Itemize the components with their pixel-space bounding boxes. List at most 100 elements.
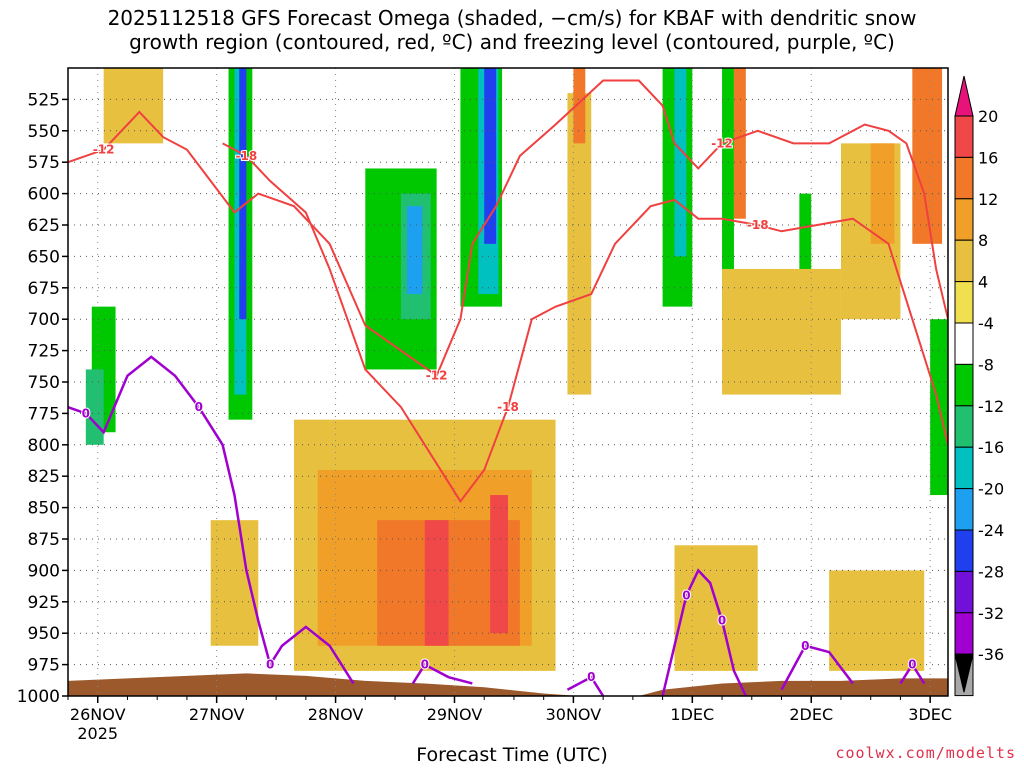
dgz-isotherm (222, 142, 948, 504)
omega-cell (186, 306, 229, 445)
omega-cell (490, 495, 508, 634)
contour-label: 0 (908, 658, 916, 672)
colorbar-label: 20 (978, 107, 998, 126)
colorbar-segment (954, 570, 974, 614)
omega-cell (406, 206, 423, 295)
x-tick-label: 1DEC (670, 705, 714, 724)
colorbar-arrow-bottom (954, 653, 974, 693)
freezing-level-line (411, 662, 473, 685)
y-tick-label: 750 (28, 373, 60, 393)
freezing-level-line (566, 675, 605, 696)
y-tick-label: 550 (28, 122, 60, 142)
y-tick-label: 900 (28, 561, 60, 581)
y-tick-label: 575 (28, 153, 60, 173)
colorbar-segment (954, 405, 974, 448)
omega-cell (829, 570, 925, 671)
contour-label: 0 (82, 406, 90, 420)
x-tick-label: 30NOV (546, 705, 602, 724)
colorbar-segment (954, 322, 974, 365)
omega-cell (484, 68, 497, 244)
x-axis-label: Forecast Time (UTC) (416, 744, 608, 766)
colorbar-segment (954, 115, 974, 158)
contour-label: -12 (93, 143, 115, 157)
title-line-2: growth region (contoured, red, ºC) and f… (129, 30, 895, 54)
omega-cell (175, 68, 223, 106)
colorbar-segment (954, 363, 974, 407)
omega-cell (210, 520, 259, 646)
contour-label: 0 (587, 670, 595, 684)
y-axis: 525 550 575 600 625 650 675 700 725 750 775 800 825 8… (17, 90, 68, 707)
x-tick-label: 28NOV (308, 705, 364, 724)
omega-cell (537, 68, 550, 156)
colorbar-label: -28 (978, 562, 1004, 581)
colorbar-segment (954, 156, 974, 200)
contour-label: 0 (195, 400, 203, 414)
omega-cell (567, 93, 592, 395)
x-tick-label: 2DEC (789, 705, 833, 724)
omega-cell (573, 68, 586, 144)
chart-title: 2025112518 GFS Forecast Omega (shaded, −… (0, 6, 1024, 54)
omega-cell (424, 520, 449, 646)
omega-cell (674, 545, 758, 671)
freezing-level-line (68, 355, 355, 685)
contour-label: -18 (497, 400, 519, 414)
y-tick-label: 825 (28, 467, 60, 487)
contour-label: 0 (421, 658, 429, 672)
colorbar-label: -32 (978, 604, 1004, 623)
colorbar-label: -24 (978, 521, 1004, 540)
y-tick-label: 925 (28, 593, 60, 613)
colorbar-segment (954, 446, 974, 490)
contour-label: -18 (236, 149, 258, 163)
colorbar-label: -36 (978, 645, 1004, 664)
freezing-level-line (899, 662, 926, 685)
colorbar-label: 12 (978, 190, 998, 209)
y-tick-label: 800 (28, 436, 60, 456)
contour-label: -18 (747, 218, 769, 232)
colorbar-arrow-top (954, 75, 974, 117)
contour-label: 0 (682, 589, 690, 603)
colorbar-label: -12 (978, 397, 1004, 416)
credit-link[interactable]: coolwx.com/modelts (835, 744, 1016, 762)
y-tick-label: 650 (28, 247, 60, 267)
contours: -12 -12 -12 -18 -18 -18 0 0 0 0 0 0 0 0 0 (68, 79, 948, 696)
omega-cell (870, 143, 895, 244)
freezing-level-line (780, 644, 854, 691)
y-tick-label: 875 (28, 530, 60, 550)
colorbar: 20 16 12 8 4 -4 -8 -12 -16 -20 -24 -28 -32 -36 (954, 75, 1004, 697)
title-line-1: 2025112518 GFS Forecast Omega (shaded, −… (107, 6, 917, 30)
terrain (68, 673, 948, 696)
contour-label: -12 (426, 369, 448, 383)
freezing-level-line (661, 568, 747, 696)
y-tick-label: 600 (28, 185, 60, 205)
y-tick-label: 850 (28, 499, 60, 519)
y-tick-label: 725 (28, 342, 60, 362)
contour-label: 0 (266, 658, 274, 672)
colorbar-segment (954, 612, 974, 655)
contour-label: 0 (718, 614, 726, 628)
y-tick-label: 675 (28, 279, 60, 299)
x-tick-label: 3DEC (908, 705, 952, 724)
colorbar-label: -8 (978, 355, 994, 374)
omega-cell (591, 68, 616, 370)
y-tick-label: 700 (28, 310, 60, 330)
omega-cell (103, 68, 164, 144)
contour-label: 0 (801, 639, 809, 653)
y-tick-label: 625 (28, 216, 60, 236)
terrain-fill (68, 673, 948, 696)
omega-cell (733, 68, 746, 219)
omega-cell (270, 68, 318, 169)
colorbar-segment (954, 529, 974, 572)
colorbar-label: 16 (978, 148, 998, 167)
colorbar-segment (954, 239, 974, 283)
y-tick-label: 525 (28, 90, 60, 110)
contour-label: -12 (711, 136, 733, 150)
colorbar-label: 8 (978, 231, 988, 250)
colorbar-label: -20 (978, 480, 1004, 499)
x-tick-label: 26NOV (70, 705, 126, 724)
colorbar-segment (954, 281, 974, 324)
y-tick-label: 950 (28, 624, 60, 644)
colorbar-label: 4 (978, 273, 988, 292)
y-tick-label: 975 (28, 656, 60, 676)
